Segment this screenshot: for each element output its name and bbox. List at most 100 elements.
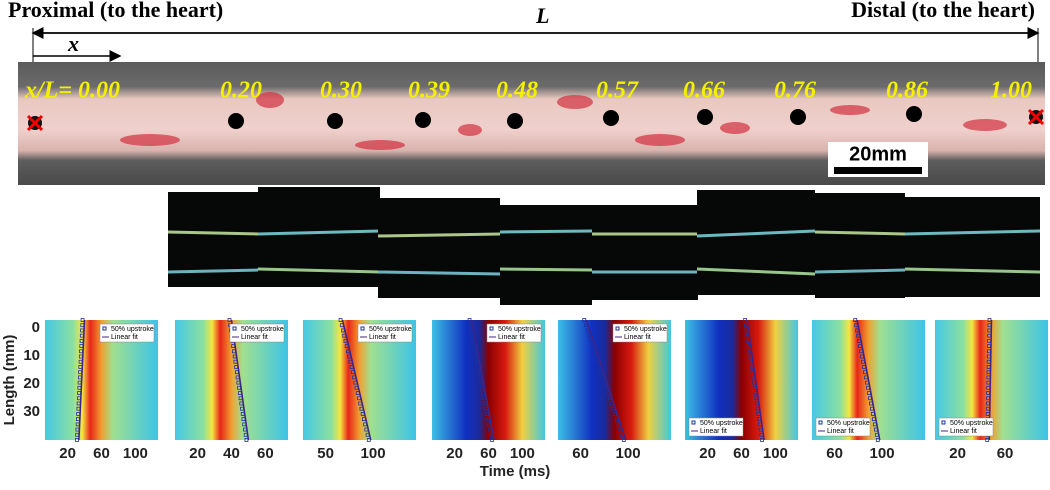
upstroke-marker: [344, 344, 349, 348]
upstroke-marker: [857, 338, 862, 343]
upstroke-marker: [490, 438, 495, 442]
upstroke-marker: [339, 323, 344, 328]
upstroke-marker: [476, 365, 481, 369]
upstroke-marker: [873, 427, 878, 432]
upstroke-marker: [75, 427, 80, 432]
upstroke-marker: [864, 375, 868, 380]
upstroke-marker: [611, 406, 616, 411]
position-label: 0.76: [774, 78, 816, 104]
upstroke-marker: [743, 318, 748, 322]
upstroke-marker: [338, 318, 343, 322]
upstroke-marker: [745, 333, 750, 338]
upstroke-marker: [236, 380, 241, 385]
upstroke-marker: [618, 427, 623, 432]
upstroke-marker: [987, 333, 992, 338]
upstroke-marker: [757, 422, 762, 427]
upstroke-marker: [76, 396, 81, 401]
distal-label: Distal (to the heart): [851, 0, 1035, 22]
upstroke-marker: [360, 412, 365, 416]
upstroke-marker: [346, 349, 350, 354]
x-tick-label: 20: [949, 445, 966, 462]
upstroke-marker: [355, 391, 360, 395]
upstroke-marker: [78, 370, 82, 375]
upstroke-marker: [755, 406, 760, 411]
upstroke-marker: [987, 318, 992, 322]
upstroke-marker: [861, 359, 865, 364]
x-tick-label: 100: [123, 445, 148, 462]
upstroke-marker: [77, 375, 82, 380]
position-dot: [415, 112, 431, 128]
scale-bar: [834, 167, 922, 174]
legend-text: Linear fit: [950, 428, 977, 435]
upstroke-marker: [468, 323, 473, 328]
upstroke-marker: [753, 391, 758, 395]
vessel-wall: [814, 268, 906, 274]
upstroke-marker: [870, 412, 875, 416]
x-tick-label: 60: [480, 445, 497, 462]
upstroke-marker: [80, 318, 85, 322]
position-dot: [697, 109, 713, 125]
upstroke-marker: [75, 417, 80, 422]
upstroke-marker: [602, 380, 607, 385]
upstroke-marker: [478, 375, 483, 380]
upstroke-marker: [748, 354, 753, 359]
x-axis-label: Time (ms): [480, 463, 551, 480]
vessel-wall: [499, 229, 593, 234]
upstroke-marker: [866, 385, 870, 390]
upstroke-marker: [754, 396, 759, 401]
position-label: 0.39: [408, 78, 450, 104]
vessel-wall: [257, 229, 381, 236]
length-symbol: L: [535, 3, 549, 28]
vessel-wall: [377, 232, 501, 238]
legend-text: 50% upstroke: [498, 326, 541, 333]
position-dot: [790, 109, 806, 125]
upstroke-marker: [621, 438, 626, 442]
y-axis-label: Length (mm): [1, 335, 18, 426]
upstroke-marker: [594, 354, 599, 359]
upstroke-marker: [235, 375, 240, 380]
upstroke-marker: [343, 338, 348, 343]
legend-marker: [615, 326, 620, 331]
legend-text: Linear fit: [700, 428, 727, 435]
ultrasound-strip: [500, 205, 592, 305]
legend-text: 50% upstroke: [950, 420, 993, 427]
upstroke-marker: [986, 380, 991, 385]
upstroke-marker: [467, 318, 472, 322]
upstroke-marker: [750, 370, 755, 375]
legend-marker: [818, 420, 823, 425]
upstroke-marker: [470, 333, 475, 338]
upstroke-marker: [353, 380, 358, 385]
ultrasound-strip: [378, 198, 500, 298]
legend-box: [229, 323, 285, 343]
x-tick-label: 40: [223, 445, 240, 462]
upstroke-marker: [79, 344, 84, 348]
legend-text: Linear fit: [369, 334, 396, 341]
upstroke-marker: [987, 338, 992, 343]
upstroke-marker: [609, 401, 614, 406]
upstroke-marker: [860, 354, 864, 359]
x-tick-label: 20: [699, 445, 716, 462]
upstroke-marker: [871, 417, 876, 422]
position-dot: [603, 110, 619, 126]
upstroke-marker: [358, 401, 363, 406]
upstroke-marker: [232, 349, 236, 354]
upstroke-marker: [596, 359, 600, 364]
upstroke-marker: [985, 406, 990, 411]
upstroke-marker: [751, 375, 756, 380]
upstroke-marker: [620, 432, 624, 437]
vessel-wall: [904, 229, 1041, 236]
x-tick-label: 20: [189, 445, 206, 462]
upstroke-marker: [79, 338, 84, 343]
upstroke-marker: [352, 375, 356, 380]
upstroke-marker: [756, 412, 761, 416]
upstroke-marker: [853, 318, 858, 322]
x-tick-label: 100: [510, 445, 535, 462]
x-tick-label: 60: [572, 445, 589, 462]
x-tick-label: 60: [93, 445, 110, 462]
end-cross: [1027, 108, 1045, 126]
upstroke-marker: [592, 349, 597, 354]
upstroke-marker: [747, 349, 752, 354]
upstroke-marker: [863, 370, 867, 375]
upstroke-marker: [471, 338, 476, 343]
upstroke-marker: [234, 370, 239, 375]
